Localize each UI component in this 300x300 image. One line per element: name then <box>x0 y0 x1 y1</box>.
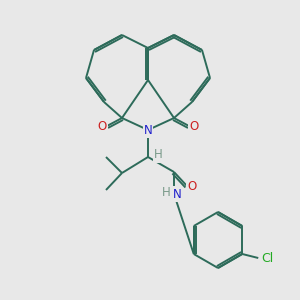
Text: Cl: Cl <box>261 251 273 265</box>
Text: H: H <box>154 148 162 161</box>
Text: O: O <box>188 179 196 193</box>
Text: O: O <box>189 119 199 133</box>
Text: H: H <box>162 185 170 199</box>
Text: N: N <box>144 124 152 136</box>
Text: O: O <box>98 119 106 133</box>
Text: N: N <box>172 188 182 200</box>
